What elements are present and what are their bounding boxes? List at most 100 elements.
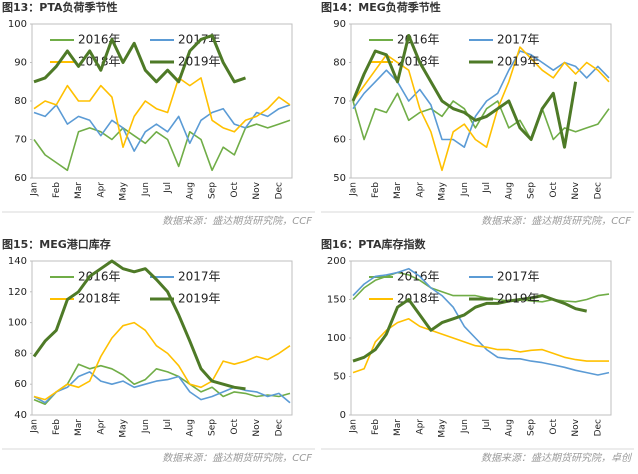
chart-title: 图15：MEG港口库存 <box>2 237 111 251</box>
series-line <box>352 318 609 374</box>
x-tick-label: Nov <box>571 181 581 199</box>
x-tick-label: Feb <box>52 182 62 198</box>
x-tick-label: Mar <box>74 182 84 199</box>
legend-label: 2019年 <box>497 292 540 306</box>
x-tick-label: Feb <box>371 419 381 435</box>
x-tick-label: Feb <box>52 419 62 435</box>
chart-panel: 图16：PTA库存指数 0 50 100 150 200 Jan Feb Mar Apr May Ju… <box>321 237 634 464</box>
x-tick-label: Sep <box>527 182 537 199</box>
y-tick-label: 70 <box>14 135 27 146</box>
series-line <box>33 321 291 401</box>
legend-label: 2018年 <box>78 55 121 69</box>
x-tick-label: Sep <box>208 419 218 436</box>
x-tick-label: Oct <box>230 419 240 435</box>
x-tick-label: Oct <box>230 182 240 198</box>
chart-title: 图16：PTA库存指数 <box>321 237 427 251</box>
x-tick-label: Aug <box>185 419 195 437</box>
x-tick-label: Jul <box>163 182 173 194</box>
x-tick-label: Nov <box>252 181 262 199</box>
x-tick-label: Nov <box>252 418 262 436</box>
series-line <box>33 104 291 152</box>
x-tick-label: Dec <box>274 182 284 199</box>
y-tick-label: 0 <box>340 410 346 421</box>
x-tick-label: Aug <box>185 182 195 200</box>
x-tick-label: Jun <box>460 419 470 434</box>
legend-label: 2017年 <box>497 270 540 284</box>
source-note: 数据来源：盛达期货研究院，CCF <box>162 452 312 464</box>
y-tick-label: 150 <box>327 295 346 306</box>
y-tick-label: 90 <box>333 19 346 30</box>
series-line <box>352 46 610 172</box>
source-note: 数据来源：盛达期货研究院，CCF <box>481 215 631 227</box>
chart-title: 图13：PTA负荷季节性 <box>2 0 118 14</box>
y-tick-label: 140 <box>8 256 27 267</box>
x-tick-label: Jul <box>482 182 492 194</box>
x-tick-label: Dec <box>593 419 603 436</box>
x-tick-label: Sep <box>527 419 537 436</box>
plot-frame <box>350 260 612 416</box>
legend-label: 2017年 <box>178 270 221 284</box>
x-tick-label: Oct <box>549 419 559 435</box>
series-line <box>352 267 610 376</box>
y-tick-label: 50 <box>333 372 346 383</box>
x-tick-label: Aug <box>504 182 514 200</box>
x-tick-label: May <box>438 418 448 437</box>
plot-frame <box>31 260 293 416</box>
x-tick-label: May <box>438 181 448 200</box>
y-tick-label: 60 <box>14 379 27 390</box>
series-line <box>33 34 246 84</box>
series-line <box>33 371 291 404</box>
chart-panel: 图13：PTA负荷季节性 60 70 80 90 100 Jan Feb Mar Apr May Ju… <box>2 0 315 227</box>
x-tick-label: Jun <box>141 419 151 434</box>
x-tick-label: Aug <box>504 419 514 437</box>
x-tick-label: Jul <box>482 419 492 431</box>
x-tick-label: Apr <box>96 182 106 198</box>
x-tick-label: Sep <box>208 182 218 199</box>
y-tick-label: 60 <box>14 173 27 184</box>
y-tick-label: 50 <box>333 173 346 184</box>
y-tick-label: 80 <box>14 96 27 107</box>
x-tick-label: Oct <box>549 182 559 198</box>
series-line <box>33 119 291 172</box>
legend-label: 2017年 <box>497 33 540 47</box>
y-tick-label: 100 <box>8 318 27 329</box>
chart-panel: 图14：MEG负荷季节性 50 60 70 80 90 Jan Feb Mar Apr May Jun… <box>321 0 634 227</box>
chart-title: 图14：MEG负荷季节性 <box>321 0 441 14</box>
x-tick-label: Mar <box>74 419 84 436</box>
x-tick-label: Dec <box>593 182 603 199</box>
x-tick-label: Mar <box>393 182 403 199</box>
legend-label: 2019年 <box>497 55 540 69</box>
x-tick-label: Jan <box>30 419 40 434</box>
legend-label: 2016年 <box>397 270 440 284</box>
series-line <box>352 294 588 363</box>
series-line <box>351 34 578 149</box>
y-tick-label: 60 <box>333 135 346 146</box>
y-tick-label: 80 <box>14 348 27 359</box>
x-tick-label: Apr <box>415 182 425 198</box>
legend-label: 2018年 <box>78 292 121 306</box>
y-tick-label: 120 <box>8 287 27 298</box>
x-tick-label: Apr <box>415 419 425 435</box>
series-line <box>32 259 246 391</box>
legend-label: 2016年 <box>397 33 440 47</box>
y-tick-label: 70 <box>333 96 346 107</box>
legend-label: 2019年 <box>178 55 221 69</box>
series-line <box>33 77 291 148</box>
y-tick-label: 100 <box>327 333 346 344</box>
x-tick-label: Jan <box>349 182 359 197</box>
x-tick-label: Apr <box>96 419 106 435</box>
x-tick-label: Jan <box>349 419 359 434</box>
x-tick-label: Jan <box>30 182 40 197</box>
source-note: 数据来源：盛达期货研究院，卓创 <box>481 452 633 464</box>
x-tick-label: Jul <box>163 419 173 431</box>
x-tick-label: Feb <box>371 182 381 198</box>
y-tick-label: 80 <box>333 58 346 69</box>
y-tick-label: 40 <box>14 410 27 421</box>
y-tick-label: 100 <box>8 19 27 30</box>
x-tick-label: Jun <box>141 182 151 197</box>
x-tick-label: May <box>119 181 129 200</box>
x-tick-label: Jun <box>460 182 470 197</box>
series-line <box>33 363 291 405</box>
x-tick-label: May <box>119 418 129 437</box>
